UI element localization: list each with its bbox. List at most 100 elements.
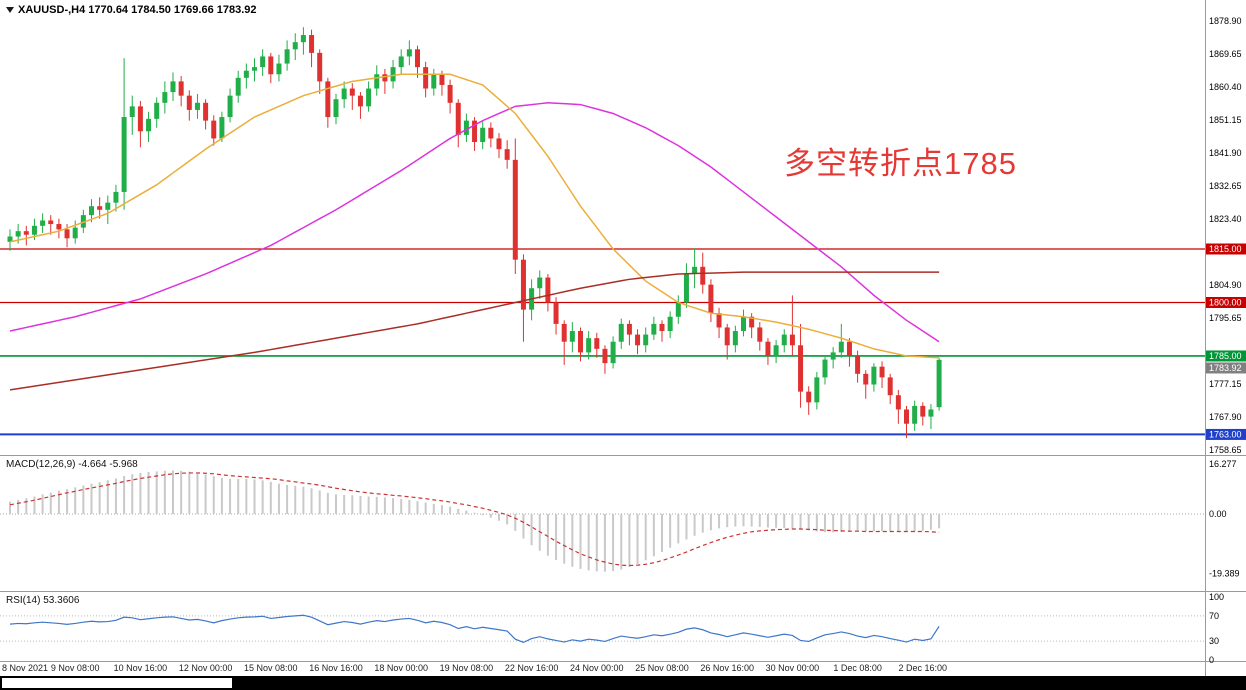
time-label: 2 Dec 16:00: [899, 663, 948, 673]
candle-body: [455, 102, 461, 135]
candle-body: [814, 377, 820, 403]
candle-body: [170, 81, 176, 93]
macd-axis-label: 16.277: [1209, 459, 1237, 469]
macd-axis-label: -19.389: [1209, 568, 1240, 578]
candle-body: [675, 302, 681, 317]
candle-body: [341, 88, 347, 100]
ma-darkred: [9, 271, 940, 391]
time-label: 15 Nov 08:00: [244, 663, 298, 673]
rsi-axis-label: 100: [1209, 592, 1224, 602]
price-label: 1777.15: [1209, 379, 1242, 389]
price-badge: [1206, 350, 1246, 362]
candle-body: [146, 118, 152, 132]
candle-body: [520, 259, 526, 310]
candle-body: [439, 74, 445, 85]
candle-body: [586, 338, 592, 353]
candle-body: [406, 49, 412, 57]
candle-body: [260, 56, 266, 68]
candle-body: [235, 77, 241, 96]
candle-body: [374, 74, 380, 89]
candle-body: [569, 331, 575, 342]
candles-group: [7, 27, 942, 438]
candle-body: [537, 277, 543, 289]
candle-body: [431, 74, 437, 89]
candle-body: [879, 366, 885, 378]
price-badge: [1206, 428, 1246, 440]
candle-body: [415, 49, 420, 68]
candle-body: [325, 81, 331, 118]
candle-body: [357, 95, 363, 107]
candle-body: [276, 63, 282, 75]
candle-body: [80, 215, 86, 228]
candle-body: [846, 341, 852, 356]
annotation-text: 多空转折点1785: [784, 146, 1017, 181]
scrollbar-thumb[interactable]: [2, 678, 232, 688]
time-label: 10 Nov 16:00: [114, 663, 168, 673]
candle-body: [920, 405, 926, 417]
candle-body: [178, 81, 184, 96]
time-label: 8 Nov 2021: [2, 663, 48, 673]
candle-body: [838, 341, 844, 353]
candle-body: [227, 95, 233, 118]
candle-body: [683, 273, 689, 303]
price-label: 1860.40: [1209, 82, 1242, 92]
candle-body: [773, 345, 779, 356]
price-label: 1767.90: [1209, 412, 1242, 422]
candle-body: [643, 334, 649, 346]
price-badge-label: 1785.00: [1209, 351, 1242, 361]
chart-menu-icon[interactable]: [6, 7, 14, 13]
candle-body: [830, 352, 836, 360]
candle-body: [7, 236, 13, 242]
candle-body: [137, 106, 143, 132]
rsi-line: [9, 614, 940, 644]
candle-body: [855, 355, 861, 374]
candle-body: [72, 227, 78, 239]
candle-body: [895, 395, 901, 410]
chart-title-text: XAUUSD-,H4 1770.64 1784.50 1769.66 1783.…: [18, 4, 257, 16]
candle-body: [806, 391, 812, 403]
candle-body: [333, 99, 339, 118]
candle-body: [382, 74, 388, 82]
price-badge-label: 1783.92: [1209, 363, 1242, 373]
candle-body: [488, 127, 494, 139]
candle-body: [757, 327, 763, 342]
candle-body: [268, 56, 274, 75]
candle-body: [317, 52, 323, 82]
candle-body: [349, 88, 355, 96]
candle-body: [15, 231, 21, 237]
candle-body: [252, 67, 257, 71]
candle-body: [154, 102, 160, 119]
price-label: 1841.90: [1209, 148, 1242, 158]
candle-body: [496, 138, 502, 150]
candle-body: [659, 323, 665, 332]
candle-body: [64, 229, 70, 239]
candle-body: [113, 191, 119, 203]
time-label: 12 Nov 00:00: [179, 663, 233, 673]
candle-body: [553, 302, 559, 324]
candle-body: [789, 334, 795, 346]
candle-body: [366, 88, 372, 107]
price-label: 1851.15: [1209, 115, 1242, 125]
time-label: 18 Nov 00:00: [374, 663, 428, 673]
price-badge: [1206, 362, 1246, 374]
time-label: 19 Nov 08:00: [440, 663, 494, 673]
candle-body: [545, 277, 551, 303]
price-label: 1823.40: [1209, 214, 1242, 224]
candle-body: [781, 334, 787, 346]
candle-body: [48, 220, 54, 225]
candle-body: [602, 348, 608, 364]
candle-body: [732, 331, 738, 346]
candle-body: [765, 341, 771, 356]
macd-signal-line: [9, 472, 940, 567]
candle-body: [561, 323, 567, 342]
price-axis: 1878.90 1869.65 1860.40 1851.15 1841.90 1832.…: [1206, 16, 1246, 455]
candle-body: [129, 106, 135, 118]
candle-body: [162, 92, 168, 103]
candle-body: [211, 120, 217, 139]
candle-body: [904, 409, 909, 424]
candle-body: [89, 206, 94, 216]
time-label: 26 Nov 16:00: [700, 663, 754, 673]
candle-body: [472, 120, 478, 143]
candle-body: [292, 42, 298, 50]
